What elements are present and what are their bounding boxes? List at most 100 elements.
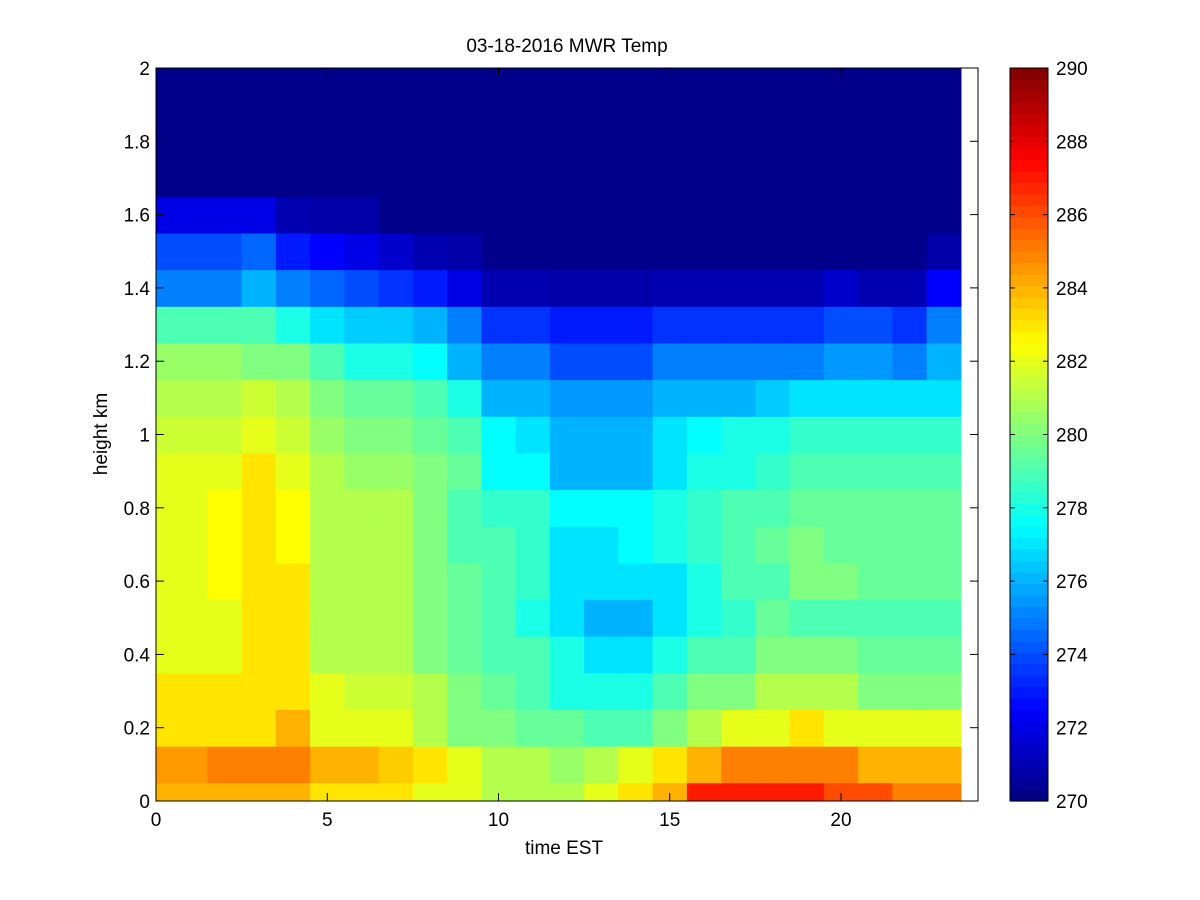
heatmap-cell — [584, 526, 619, 564]
heatmap-cell — [858, 599, 893, 637]
heatmap-cell — [412, 159, 448, 197]
heatmap-cell — [310, 452, 345, 491]
heatmap-cell — [412, 269, 448, 307]
heatmap-cell — [584, 599, 619, 637]
heatmap-cell — [447, 709, 482, 747]
heatmap-cell — [823, 782, 859, 801]
heatmap-cell — [823, 306, 859, 344]
colorbar-tick-label: 278 — [1056, 499, 1088, 520]
heatmap-cell — [241, 86, 277, 124]
colorbar-tick-label: 286 — [1056, 206, 1088, 227]
heatmap-cell — [310, 159, 345, 197]
heatmap-cell — [721, 562, 756, 601]
heatmap-cell — [412, 452, 448, 491]
heatmap-cell — [207, 452, 243, 491]
heatmap-cell — [858, 269, 893, 307]
heatmap-cell — [173, 86, 208, 124]
heatmap-cell — [207, 416, 243, 454]
heatmap-cell — [241, 672, 277, 710]
heatmap-cell — [789, 709, 825, 747]
heatmap-cell — [310, 526, 345, 564]
heatmap-cell — [755, 746, 791, 784]
heatmap-cell — [858, 709, 893, 747]
heatmap-cell — [652, 196, 688, 234]
heatmap-cell — [156, 526, 174, 564]
heatmap-cell — [755, 122, 791, 161]
heatmap-cell — [344, 269, 380, 307]
heatmap-cell — [721, 746, 756, 784]
heatmap-cell — [789, 159, 825, 197]
heatmap-cell — [892, 196, 928, 234]
heatmap-cell — [275, 746, 311, 784]
heatmap-cell — [207, 159, 243, 197]
heatmap-cell — [241, 416, 277, 454]
heatmap-cell — [755, 709, 791, 747]
heatmap-cell — [241, 122, 277, 161]
heatmap-cell — [515, 379, 551, 417]
heatmap-cell — [652, 269, 688, 307]
heatmap-cell — [310, 562, 345, 601]
heatmap-cell — [926, 526, 962, 564]
heatmap-cell — [156, 159, 174, 197]
heatmap-cell — [755, 452, 791, 491]
heatmap-cell — [156, 599, 174, 637]
heatmap-cell — [275, 636, 311, 674]
heatmap-cell — [858, 68, 893, 87]
heatmap-cell — [789, 68, 825, 87]
heatmap-cell — [858, 452, 893, 491]
heatmap-cell — [789, 599, 825, 637]
heatmap-cell — [378, 122, 414, 161]
heatmap-cell — [789, 526, 825, 564]
colorbar-swatch — [1010, 216, 1048, 229]
heatmap-cell — [789, 122, 825, 161]
heatmap-cell — [378, 379, 414, 417]
heatmap-cell — [618, 452, 654, 491]
heatmap-cell — [156, 68, 174, 87]
heatmap-cell — [207, 672, 243, 710]
heatmap-cell — [721, 416, 756, 454]
heatmap-cell — [378, 306, 414, 344]
heatmap-cell — [652, 599, 688, 637]
heatmap-cell — [652, 489, 688, 527]
heatmap-cell — [755, 489, 791, 527]
colorbar-tick-label: 274 — [1056, 645, 1088, 666]
heatmap-cell — [173, 452, 208, 491]
heatmap-cell — [447, 489, 482, 527]
heatmap-cell — [892, 416, 928, 454]
heatmap-cell — [412, 416, 448, 454]
heatmap-cell — [755, 159, 791, 197]
colorbar-swatch — [1010, 640, 1048, 653]
heatmap-cell — [789, 636, 825, 674]
heatmap-cell — [447, 379, 482, 417]
heatmap-cell — [858, 159, 893, 197]
heatmap-cell — [515, 709, 551, 747]
heatmap-cell — [823, 709, 859, 747]
heatmap-cell — [207, 489, 243, 527]
heatmap-cell — [823, 452, 859, 491]
heatmap-cell — [447, 122, 482, 161]
heatmap-cell — [652, 746, 688, 784]
heatmap-cell — [344, 562, 380, 601]
heatmap-cell — [412, 709, 448, 747]
heatmap-cell — [481, 562, 517, 601]
heatmap-cell — [892, 782, 928, 801]
heatmap-cell — [241, 599, 277, 637]
heatmap-cell — [310, 122, 345, 161]
colorbar-swatch — [1010, 331, 1048, 344]
heatmap-cell — [275, 452, 311, 491]
colorbar-swatch — [1010, 697, 1048, 710]
heatmap-cell — [275, 232, 311, 271]
heatmap-cell — [618, 232, 654, 271]
x-tick-label: 10 — [488, 810, 509, 831]
heatmap-cell — [721, 782, 756, 801]
heatmap-cell — [207, 526, 243, 564]
heatmap-cell — [156, 342, 174, 381]
heatmap-cell — [447, 232, 482, 271]
heatmap-cell — [755, 599, 791, 637]
heatmap-cell — [652, 416, 688, 454]
colorbar-swatch — [1010, 68, 1048, 81]
colorbar-swatch — [1010, 125, 1048, 138]
heatmap-cell — [412, 379, 448, 417]
heatmap-cell — [447, 636, 482, 674]
heatmap-cell — [858, 746, 893, 784]
